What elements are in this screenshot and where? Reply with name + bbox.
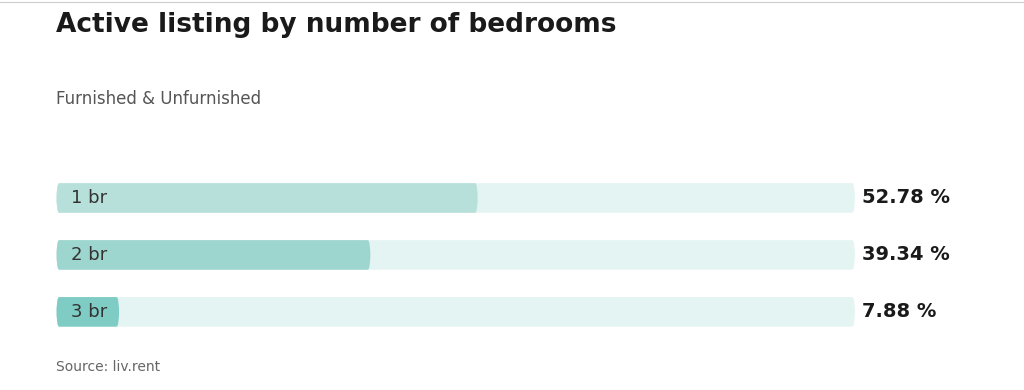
FancyBboxPatch shape — [56, 297, 855, 327]
Text: 52.78 %: 52.78 % — [862, 188, 950, 207]
FancyBboxPatch shape — [56, 183, 855, 213]
Text: 7.88 %: 7.88 % — [862, 302, 936, 321]
Text: Furnished & Unfurnished: Furnished & Unfurnished — [56, 90, 261, 108]
Text: Active listing by number of bedrooms: Active listing by number of bedrooms — [56, 12, 616, 38]
FancyBboxPatch shape — [56, 183, 478, 213]
Text: 2 br: 2 br — [71, 246, 106, 264]
Text: 3 br: 3 br — [71, 303, 106, 321]
FancyBboxPatch shape — [56, 297, 119, 327]
Text: 1 br: 1 br — [71, 189, 106, 207]
FancyBboxPatch shape — [56, 240, 855, 270]
Text: 39.34 %: 39.34 % — [862, 245, 949, 264]
Text: Source: liv.rent: Source: liv.rent — [56, 360, 161, 374]
FancyBboxPatch shape — [56, 240, 371, 270]
